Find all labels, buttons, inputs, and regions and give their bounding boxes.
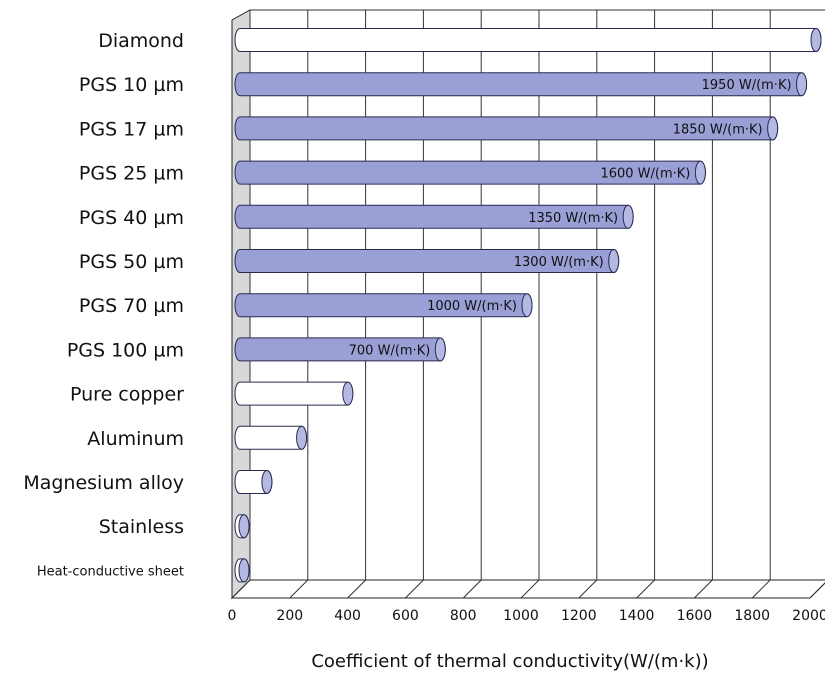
data-label: 1850 W/(m·K): [673, 122, 763, 137]
bar-cap: [796, 72, 808, 97]
category-label: PGS 50 µm: [79, 251, 184, 273]
floor-gridline: [809, 582, 825, 599]
category-label: PGS 100 µm: [67, 339, 184, 361]
x-tick-label: 1600: [677, 608, 713, 624]
bar: [234, 381, 354, 406]
category-label: PGS 25 µm: [79, 163, 184, 185]
category-label: PGS 70 µm: [79, 295, 184, 317]
category-label: Aluminum: [87, 428, 184, 450]
bar: [234, 28, 822, 52]
category-label: Heat-conductive sheet: [37, 564, 184, 579]
bar-cap: [238, 514, 250, 539]
x-tick-label: 400: [334, 608, 361, 624]
bar-cap: [622, 204, 634, 229]
category-label: PGS 40 µm: [79, 207, 184, 229]
bar-cap: [694, 160, 706, 185]
data-label: 1600 W/(m·K): [600, 167, 690, 182]
x-tick-label: 1800: [734, 608, 770, 624]
data-label: 1300 W/(m·K): [514, 255, 604, 270]
data-label: 1950 W/(m·K): [702, 78, 792, 93]
x-tick-label: 600: [392, 608, 419, 624]
category-label: Pure copper: [70, 384, 184, 406]
data-label: 700 W/(m·K): [349, 343, 431, 358]
floor-gridline: [462, 579, 482, 599]
x-tick-label: 1400: [619, 608, 655, 624]
category-label: Magnesium alloy: [23, 472, 184, 494]
floor-gridline: [520, 579, 540, 599]
data-label: 1000 W/(m·K): [427, 299, 517, 314]
floor-gridline: [751, 579, 771, 599]
x-tick-label: 800: [450, 608, 477, 624]
x-tick-label: 2000: [792, 608, 825, 624]
category-labels: Diamond PGS 10 µm PGS 17 µm PGS 25 µm PGS 40…: [23, 30, 184, 579]
bar-cap: [296, 425, 308, 450]
floor-gridline: [578, 579, 598, 599]
floor: [230, 579, 825, 599]
bar-cap: [767, 116, 779, 141]
bar-cap: [521, 293, 533, 318]
category-label: PGS 10 µm: [79, 74, 184, 96]
bar-cap: [608, 249, 620, 273]
category-label: Diamond: [98, 30, 184, 52]
bar-cap: [810, 28, 822, 52]
bar-cap: [434, 337, 446, 362]
bar: [234, 425, 308, 450]
x-tick-labels: 0 200 400 600 800 1000 1200 1400 1600 1800 2000: [228, 608, 825, 624]
x-tick-label: 1200: [561, 608, 597, 624]
category-label: Stainless: [99, 516, 184, 538]
category-label: PGS 17 µm: [79, 118, 184, 140]
floor-gridline: [636, 579, 655, 599]
bars: 1950 W/(m·K) 1850 W/(m·K) 1600 W/(m·K) 1350…: [234, 28, 822, 583]
bar-cap: [261, 470, 273, 494]
x-tick-label: 200: [276, 608, 303, 624]
floor-gridline: [289, 579, 309, 599]
floor-gridline: [694, 579, 713, 599]
floor-gridline: [347, 579, 366, 599]
x-axis-title: Coefficient of thermal conductivity(W/(m…: [311, 651, 708, 672]
floor-gridline: [405, 579, 424, 599]
bar-cap: [342, 381, 354, 406]
bar-cap: [238, 558, 250, 583]
x-tick-label: 1000: [503, 608, 539, 624]
floor-gridline: [231, 579, 251, 599]
x-tick-label: 0: [228, 608, 237, 624]
data-label: 1350 W/(m·K): [528, 211, 618, 226]
